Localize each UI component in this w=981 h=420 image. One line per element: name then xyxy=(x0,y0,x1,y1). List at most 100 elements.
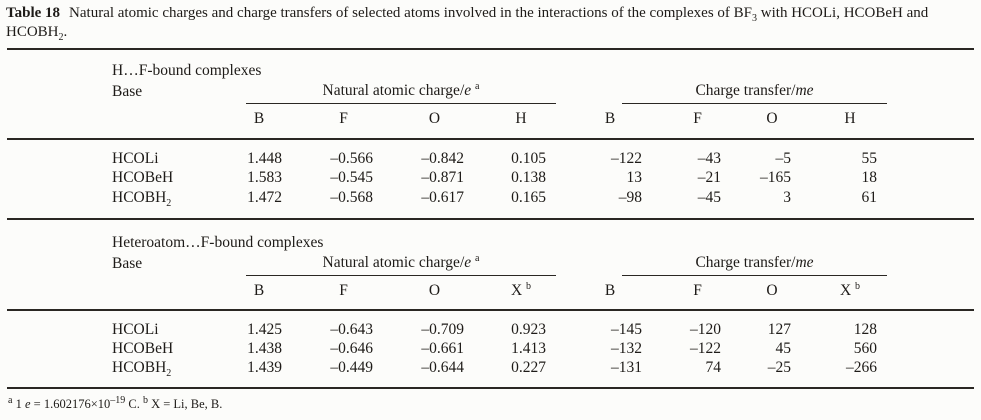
table-footnote: a 1 e = 1.602176×10–19 C. b X = Li, Be, … xyxy=(8,394,971,412)
transfer-O: –5 xyxy=(775,150,792,167)
base-name: HCOBeH xyxy=(7,168,214,187)
empty-cell xyxy=(7,110,214,128)
table-row: HCOLi 1.448 –0.566 –0.842 0.105 –122 –43… xyxy=(7,149,974,168)
charge-H: 0.138 xyxy=(511,169,546,187)
transfer-X: –266 xyxy=(846,359,877,377)
footnote-text-3: C. xyxy=(125,396,143,411)
base-text: HCOLi xyxy=(112,320,159,338)
caption-subscript-1: 3 xyxy=(752,13,758,24)
transfer-O: 127 xyxy=(767,320,791,338)
table-number: Table 18 xyxy=(6,5,61,21)
col-header-charge-O: O xyxy=(383,110,474,128)
col-letter: F xyxy=(693,110,702,127)
transfer-F: –120 xyxy=(690,320,721,338)
base-name: HCOBH2 xyxy=(7,358,214,380)
transfer-B: –122 xyxy=(611,150,642,167)
header-divider-rule xyxy=(7,138,974,140)
base-name: HCOBeH xyxy=(7,339,214,358)
column-label-row: B F O H B F O H xyxy=(7,110,974,128)
col-header-charge-F: F xyxy=(292,282,383,300)
charge-transfer-group-header: Charge transfer/me xyxy=(622,82,887,104)
col-header-charge-B: B xyxy=(214,110,292,128)
transfer-F: –45 xyxy=(697,188,721,206)
group-title-text: Natural atomic charge/ xyxy=(322,253,465,271)
charge-O: –0.644 xyxy=(421,359,464,377)
charge-B: 1.439 xyxy=(247,359,282,377)
charge-F: –0.449 xyxy=(330,359,373,377)
col-header-transfer-F: F xyxy=(652,110,731,128)
charge-transfer-group-header: Charge transfer/me xyxy=(622,254,887,276)
transfer-X: 560 xyxy=(853,340,877,358)
section-2-data: HCOLi 1.425 –0.643 –0.709 0.923 –145 –12… xyxy=(0,311,981,380)
col-letter: F xyxy=(339,281,348,299)
charge-X: 0.227 xyxy=(511,359,546,377)
section-hf-bound: H…F-bound complexes Base Natural atomic … xyxy=(0,62,981,220)
footnote-italic-e: e xyxy=(24,396,31,411)
col-letter: B xyxy=(604,110,616,127)
col-letter: F xyxy=(693,281,702,299)
col-header-transfer-H: H xyxy=(801,110,887,128)
charge-X: 1.413 xyxy=(511,340,546,358)
footnote-marker-b: b xyxy=(142,394,148,406)
transfer-B: –98 xyxy=(618,188,642,206)
charge-F: –0.545 xyxy=(330,169,373,187)
charge-O: –0.709 xyxy=(421,320,464,338)
section-1-data: HCOLi 1.448 –0.566 –0.842 0.105 –122 –43… xyxy=(0,140,981,209)
charge-F: –0.646 xyxy=(330,340,373,358)
base-subscript: 2 xyxy=(166,197,172,209)
caption-text-1: Natural atomic charges and charge transf… xyxy=(69,5,753,21)
col-header-transfer-B: B xyxy=(556,282,652,300)
caption-subscript-2: 2 xyxy=(58,32,64,43)
col-letter: H xyxy=(515,110,527,127)
base-text: HCOBeH xyxy=(112,340,174,358)
base-name: HCOBH2 xyxy=(7,188,214,209)
group-unit: e xyxy=(464,82,472,99)
transfer-O: 45 xyxy=(775,340,792,358)
charge-H: 0.165 xyxy=(511,188,546,206)
col-letter: B xyxy=(604,281,616,299)
col-letter: B xyxy=(253,110,265,127)
charge-B: 1.448 xyxy=(247,150,282,167)
transfer-X: 128 xyxy=(853,320,877,338)
transfer-O: 3 xyxy=(783,188,791,206)
col-letter: B xyxy=(253,281,265,299)
charge-B: 1.438 xyxy=(247,340,282,358)
base-text: HCOBH xyxy=(112,359,167,377)
charge-F: –0.568 xyxy=(330,188,373,206)
transfer-H: 61 xyxy=(861,188,878,206)
col-header-charge-B: B xyxy=(214,282,292,300)
col-letter: O xyxy=(428,110,441,127)
empty-cell xyxy=(7,282,214,300)
group-header-row: Base Natural atomic charge/e a Charge tr… xyxy=(7,80,974,104)
group-title-text: Charge transfer/ xyxy=(695,253,796,271)
section-divider-rule xyxy=(7,217,974,220)
natural-charge-group-header: Natural atomic charge/e a xyxy=(246,80,556,104)
col-header-transfer-B: B xyxy=(556,110,652,128)
charge-O: –0.617 xyxy=(421,188,464,206)
base-text: HCOBeH xyxy=(112,169,174,187)
col-letter: X xyxy=(510,281,523,299)
transfer-B: –145 xyxy=(611,320,642,338)
col-header-charge-X: X b xyxy=(474,281,556,300)
charge-H: 0.105 xyxy=(511,150,546,167)
base-text: HCOLi xyxy=(112,150,159,167)
table-top-rule xyxy=(7,48,974,50)
col-header-charge-H: H xyxy=(474,110,556,128)
charge-O: –0.871 xyxy=(421,169,464,187)
base-subscript: 2 xyxy=(166,368,172,380)
col-letter: O xyxy=(766,281,778,299)
group-unit: e xyxy=(464,253,472,271)
table-row: HCOBeH 1.438 –0.646 –0.661 1.413 –132 –1… xyxy=(7,339,974,358)
group-unit: me xyxy=(795,82,814,99)
footnote-marker-a: a xyxy=(475,80,480,92)
transfer-F: –43 xyxy=(697,150,721,167)
col-header-transfer-O: O xyxy=(731,282,801,300)
natural-charge-group-header: Natural atomic charge/e a xyxy=(246,253,556,276)
col-letter: O xyxy=(428,281,441,299)
col-header-transfer-X: X b xyxy=(801,281,887,300)
transfer-B: –132 xyxy=(611,340,642,358)
base-name: HCOLi xyxy=(7,320,214,339)
base-text: HCOBH xyxy=(112,188,167,206)
header-divider-rule xyxy=(7,308,974,311)
group-title-text: Charge transfer/ xyxy=(695,82,796,99)
